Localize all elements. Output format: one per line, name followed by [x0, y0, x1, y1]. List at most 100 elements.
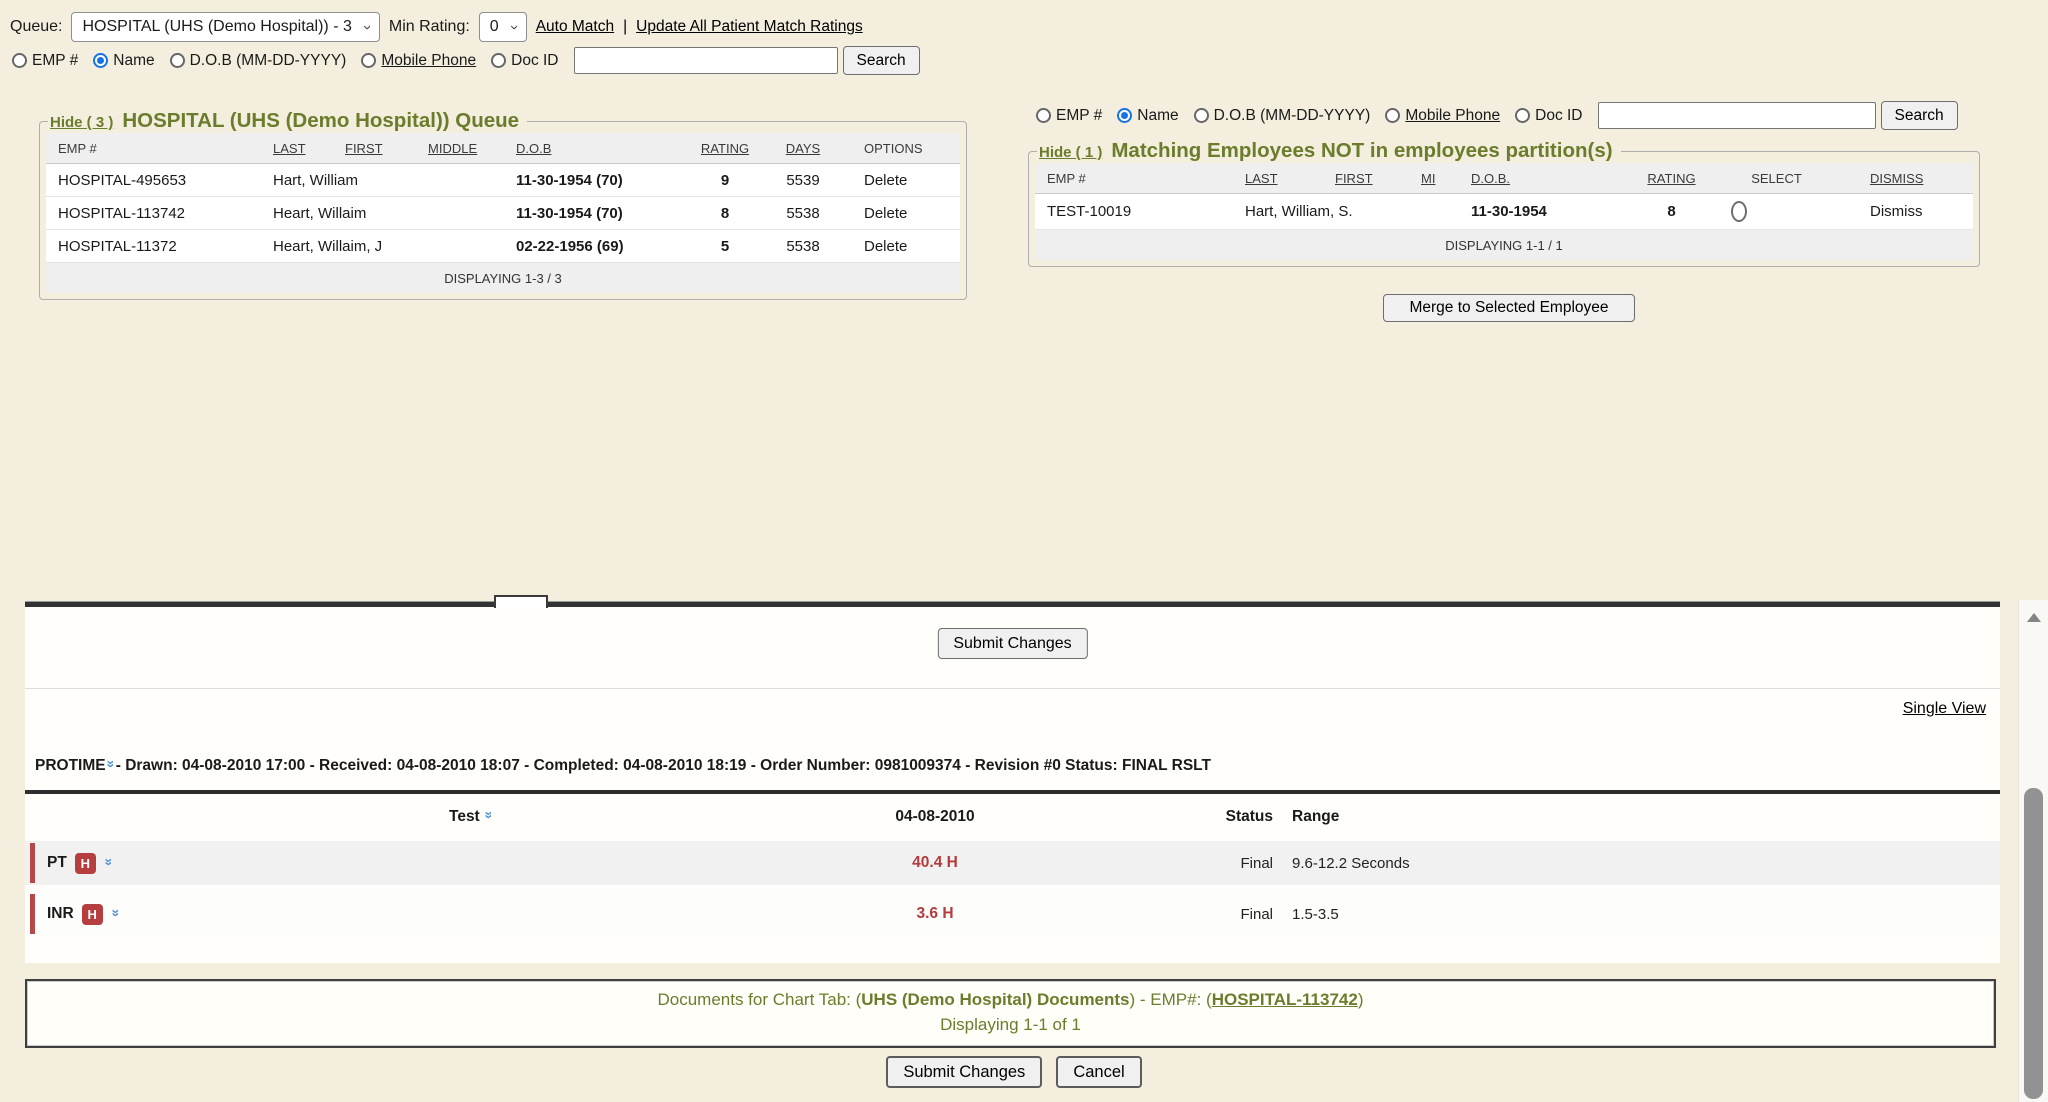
paging-status: DISPLAYING 1-3 / 3 [46, 263, 960, 293]
expand-test-icon[interactable]: « [98, 860, 115, 866]
col-middle[interactable]: MIDDLE [428, 140, 478, 156]
hospital-queue-panel: Hide ( 3 ) HOSPITAL (UHS (Demo Hospital)… [39, 109, 967, 300]
bottom-actions: Submit Changes Cancel [0, 1056, 2028, 1088]
radio-mobile-phone[interactable] [361, 53, 377, 68]
col-last[interactable]: LAST [1245, 170, 1278, 186]
matching-table: EMP # LAST FIRST MI D.O.B. RATING SELECT… [1035, 163, 1973, 260]
update-all-ratings-link[interactable]: Update All Patient Match Ratings [636, 18, 863, 35]
left-search-row: EMP # Name D.O.B (MM-DD-YYYY) Mobile Pho… [12, 46, 920, 75]
dob-value: 11-30-1954 (70) [516, 204, 623, 222]
col-dismiss[interactable]: DISMISS [1870, 170, 1924, 186]
dob-value: 11-30-1954 [1471, 203, 1547, 220]
merge-to-selected-button[interactable]: Merge to Selected Employee [1383, 294, 1635, 322]
radio-doc-id[interactable] [491, 53, 507, 68]
submit-changes-button[interactable]: Submit Changes [886, 1056, 1043, 1088]
order-header: PROTIME« - Drawn: 04-08-2010 17:00 - Rec… [35, 757, 1211, 775]
search-button[interactable]: Search [1880, 101, 1958, 130]
search-input[interactable] [1597, 102, 1876, 129]
queue-select[interactable]: HOSPITAL (UHS (Demo Hospital)) - 3 ‹ [71, 12, 380, 42]
paging-status: DISPLAYING 1-1 / 1 [1035, 230, 1973, 260]
result-status: Final [1240, 905, 1273, 923]
documents-title-line: Documents for Chart Tab: (UHS (Demo Hosp… [27, 990, 1994, 1010]
queue-label: Queue: [10, 18, 63, 35]
documents-text: ) [1357, 990, 1364, 1009]
sort-test-icon[interactable]: « [478, 813, 495, 819]
employee-name: Heart, Willaim, J [273, 237, 383, 255]
order-test-name: PROTIME [35, 757, 106, 774]
result-range: 1.5-3.5 [1292, 905, 1339, 923]
chevron-down-icon: ‹ [357, 24, 375, 30]
single-view-link[interactable]: Single View [1902, 700, 1986, 717]
radio-name-label: Name [113, 51, 155, 69]
vertical-scrollbar[interactable] [2018, 600, 2048, 1102]
delete-link[interactable]: Delete [864, 204, 908, 222]
delete-link[interactable]: Delete [864, 171, 908, 189]
hide-matching-link[interactable]: Hide ( 1 ) [1039, 144, 1103, 161]
col-status: Status [1225, 808, 1273, 825]
radio-name[interactable] [93, 53, 109, 68]
col-rating[interactable]: RATING [700, 140, 750, 156]
min-rating-value: 0 [489, 18, 499, 35]
expand-test-icon[interactable]: « [105, 911, 122, 917]
col-dob[interactable]: D.O.B. [1471, 170, 1511, 186]
col-mi[interactable]: MI [1421, 170, 1436, 186]
cancel-button[interactable]: Cancel [1056, 1056, 1142, 1088]
col-dob[interactable]: D.O.B [516, 140, 552, 156]
abnormal-flag-bar [30, 894, 35, 934]
col-days[interactable]: DAYS [785, 140, 821, 156]
emp-number: HOSPITAL-113742 [58, 204, 186, 222]
radio-empnum-label: EMP # [1056, 106, 1103, 124]
radio-dob[interactable] [1193, 108, 1209, 123]
link-separator: | [623, 18, 628, 35]
rating-value: 5 [720, 237, 730, 255]
radio-doc-id-label: Doc ID [511, 51, 559, 69]
scrollbar-thumb[interactable] [2024, 788, 2043, 1099]
scroll-up-arrow-icon[interactable] [2026, 613, 2041, 622]
right-search-row: EMP # Name D.O.B (MM-DD-YYYY) Mobile Pho… [1036, 101, 1958, 130]
result-value: 40.4 H [912, 854, 958, 871]
col-first[interactable]: FIRST [1335, 170, 1373, 186]
col-first[interactable]: FIRST [345, 140, 383, 156]
documents-text: Documents for Chart Tab: ( [657, 990, 862, 1009]
queue-toolbar: Queue: HOSPITAL (UHS (Demo Hospital)) - … [10, 12, 863, 42]
result-range: 9.6-12.2 Seconds [1292, 854, 1410, 872]
radio-name[interactable] [1117, 108, 1133, 123]
radio-dob-label: D.O.B (MM-DD-YYYY) [1213, 106, 1371, 124]
order-details: - Drawn: 04-08-2010 17:00 - Received: 04… [111, 757, 1211, 774]
radio-doc-id[interactable] [1515, 108, 1531, 123]
col-rating[interactable]: RATING [1647, 170, 1696, 186]
matching-table-header: EMP # LAST FIRST MI D.O.B. RATING SELECT… [1035, 163, 1973, 194]
table-row: HOSPITAL-113742 Heart, Willaim 11-30-195… [46, 197, 960, 230]
radio-mobile-phone[interactable] [1385, 108, 1401, 123]
radio-mobile-phone-label: Mobile Phone [381, 51, 477, 69]
min-rating-label: Min Rating: [388, 18, 470, 35]
expand-order-icon[interactable]: « [100, 762, 117, 768]
search-button[interactable]: Search [842, 46, 920, 75]
employee-name: Hart, William [273, 171, 358, 189]
submit-changes-button[interactable]: Submit Changes [937, 628, 1088, 659]
radio-empnum[interactable] [1036, 108, 1051, 123]
abnormal-flag-bar [30, 843, 35, 883]
radio-name-label: Name [1137, 106, 1179, 124]
select-employee-radio[interactable] [1731, 201, 1747, 222]
employee-name: Heart, Willaim [273, 204, 367, 222]
dismiss-link[interactable]: Dismiss [1870, 203, 1923, 220]
col-last[interactable]: LAST [273, 140, 306, 156]
delete-link[interactable]: Delete [864, 237, 908, 255]
radio-dob[interactable] [169, 53, 185, 68]
hide-queue-link[interactable]: Hide ( 3 ) [50, 114, 114, 131]
search-input[interactable] [573, 47, 838, 74]
result-row-pt: PT H « 40.4 H Final 9.6-12.2 Seconds [25, 841, 2000, 885]
dob-value: 11-30-1954 (70) [516, 171, 623, 189]
dob-value: 02-22-1956 (69) [516, 237, 624, 255]
result-row-inr: INR H « 3.6 H Final 1.5-3.5 [25, 892, 2000, 936]
test-name: INR [47, 905, 74, 922]
test-name: PT [47, 854, 67, 871]
queue-panel-title: HOSPITAL (UHS (Demo Hospital)) Queue [122, 109, 520, 132]
emp-number-link[interactable]: HOSPITAL-113742 [1211, 990, 1358, 1009]
emp-number: TEST-10019 [1047, 203, 1132, 220]
auto-match-link[interactable]: Auto Match [535, 18, 615, 35]
min-rating-select[interactable]: 0 ‹ [478, 12, 527, 42]
rating-value: 9 [720, 171, 730, 189]
radio-empnum[interactable] [12, 53, 27, 68]
